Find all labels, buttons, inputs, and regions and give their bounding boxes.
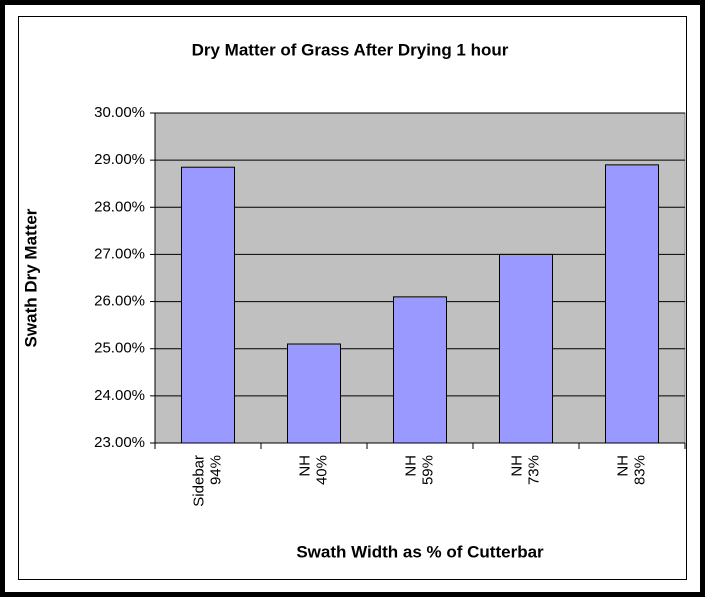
y-tick-label: 24.00% — [94, 387, 145, 404]
x-tick-label: NH59% — [402, 455, 436, 485]
y-axis-label: Swath Dry Matter — [21, 208, 40, 347]
x-axis-label: Swath Width as % of Cutterbar — [296, 542, 544, 561]
y-tick-label: 29.00% — [94, 151, 145, 168]
y-tick-label: 28.00% — [94, 198, 145, 215]
y-tick-label: 27.00% — [94, 245, 145, 262]
chart-frame — [18, 16, 687, 580]
x-tick-label: NH83% — [614, 455, 648, 485]
bar — [181, 166, 235, 444]
bar — [605, 164, 659, 444]
y-tick-label: 30.00% — [94, 104, 145, 121]
x-tick-label: NH40% — [296, 455, 330, 485]
x-tick-label: NH73% — [508, 455, 542, 485]
bar — [393, 296, 447, 444]
y-tick-label: 23.00% — [94, 434, 145, 451]
chart-title: Dry Matter of Grass After Drying 1 hour — [192, 40, 509, 59]
x-tick-label: Sidebar94% — [190, 455, 224, 507]
y-tick-label: 25.00% — [94, 340, 145, 357]
bar — [287, 343, 341, 444]
y-tick-label: 26.00% — [94, 293, 145, 310]
bar — [499, 253, 553, 444]
